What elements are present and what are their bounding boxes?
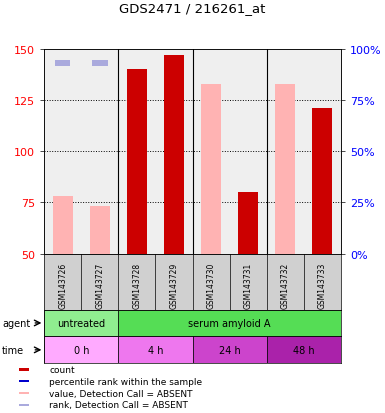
Bar: [275, 84, 295, 254]
Text: GSM143728: GSM143728: [132, 262, 141, 309]
Bar: [206, 24, 216, 30]
Text: count: count: [49, 365, 75, 374]
Text: 0 h: 0 h: [74, 345, 89, 355]
Bar: [192, 337, 267, 363]
Bar: [281, 32, 290, 38]
Bar: [169, 26, 179, 32]
Text: untreated: untreated: [57, 318, 105, 328]
Bar: [119, 337, 192, 363]
Text: 4 h: 4 h: [148, 345, 163, 355]
Text: percentile rank within the sample: percentile rank within the sample: [49, 377, 202, 386]
Bar: [19, 368, 29, 371]
Text: 24 h: 24 h: [219, 345, 240, 355]
Bar: [92, 61, 107, 67]
Bar: [203, 24, 219, 30]
Text: GSM143727: GSM143727: [95, 262, 104, 309]
Bar: [19, 380, 29, 382]
Bar: [243, 40, 253, 47]
Bar: [318, 38, 327, 45]
Bar: [238, 192, 258, 254]
Bar: [127, 70, 147, 254]
Bar: [44, 310, 119, 337]
Bar: [19, 404, 29, 406]
Bar: [278, 32, 293, 38]
Bar: [19, 392, 29, 394]
Bar: [55, 61, 70, 67]
Bar: [132, 22, 142, 28]
Bar: [44, 337, 119, 363]
Text: value, Detection Call = ABSENT: value, Detection Call = ABSENT: [49, 389, 192, 398]
Text: GSM143730: GSM143730: [206, 262, 216, 309]
Text: GSM143731: GSM143731: [244, 262, 253, 309]
Text: time: time: [2, 345, 24, 355]
Text: GSM143733: GSM143733: [318, 262, 327, 309]
Text: GDS2471 / 216261_at: GDS2471 / 216261_at: [119, 2, 266, 15]
Text: rank, Detection Call = ABSENT: rank, Detection Call = ABSENT: [49, 401, 188, 409]
Text: agent: agent: [2, 318, 30, 328]
Text: GSM143729: GSM143729: [169, 262, 179, 309]
Text: GSM143732: GSM143732: [281, 262, 290, 309]
Bar: [90, 207, 110, 254]
Bar: [312, 109, 332, 254]
Text: serum amyloid A: serum amyloid A: [188, 318, 271, 328]
Bar: [119, 310, 341, 337]
Text: GSM143726: GSM143726: [58, 262, 67, 309]
Text: 48 h: 48 h: [293, 345, 315, 355]
Bar: [267, 337, 341, 363]
Bar: [53, 197, 73, 254]
Bar: [164, 56, 184, 254]
Bar: [201, 84, 221, 254]
